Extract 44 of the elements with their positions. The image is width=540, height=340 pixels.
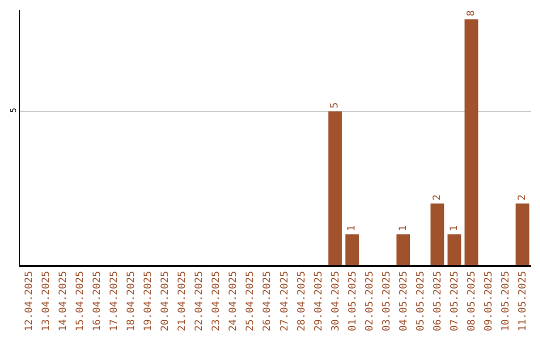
- x-tick-label: 10.05.2025: [500, 271, 512, 332]
- bar: [448, 234, 462, 265]
- x-tick-label: 08.05.2025: [466, 271, 478, 332]
- x-tick-label: 06.05.2025: [432, 271, 444, 332]
- x-tick-label: 09.05.2025: [484, 271, 495, 332]
- data-label: 1: [448, 225, 460, 232]
- x-tick-label: 17.04.2025: [108, 271, 120, 332]
- x-tick-label: 05.05.2025: [416, 271, 427, 332]
- data-label: 2: [432, 194, 443, 201]
- x-tick-label: 13.04.2025: [40, 271, 52, 332]
- x-tick-label: 11.05.2025: [518, 271, 529, 332]
- data-label: 5: [330, 102, 341, 108]
- x-tick-label: 23.04.2025: [211, 271, 222, 332]
- bar: [516, 204, 530, 265]
- x-tick-label: 28.04.2025: [296, 271, 308, 332]
- x-tick-label: 02.05.2025: [364, 271, 376, 332]
- data-label: 8: [466, 10, 477, 16]
- x-tick-label: 04.05.2025: [398, 271, 410, 332]
- x-tick-label: 27.04.2025: [279, 271, 290, 332]
- x-tick-label: 21.04.2025: [177, 271, 188, 332]
- x-tick-label: 16.04.2025: [92, 271, 103, 332]
- bar: [430, 204, 444, 265]
- x-tick-label: 25.04.2025: [245, 271, 256, 332]
- x-tick-label: 01.05.2025: [347, 271, 358, 332]
- bar: [345, 234, 359, 265]
- x-tick-label: 22.04.2025: [194, 271, 206, 332]
- x-tick-label: 03.05.2025: [381, 271, 392, 332]
- bar: [464, 19, 478, 265]
- x-tick-label: 29.04.2025: [313, 271, 324, 332]
- x-tick-label: 20.04.2025: [160, 271, 172, 332]
- x-tick-label: 24.04.2025: [228, 271, 240, 332]
- x-tick-label: 15.04.2025: [74, 271, 86, 332]
- data-label: 2: [516, 194, 528, 201]
- data-label: 1: [398, 225, 409, 232]
- bar: [396, 234, 410, 265]
- bar: [328, 111, 342, 265]
- x-tick-label: 26.04.2025: [262, 271, 274, 332]
- x-tick-label: 12.04.2025: [24, 271, 35, 332]
- x-tick-label: 07.05.2025: [450, 271, 461, 332]
- x-tick-label: 30.04.2025: [330, 271, 342, 332]
- x-tick-label: 19.04.2025: [143, 271, 154, 332]
- x-tick-label: 14.04.2025: [58, 271, 69, 332]
- data-label: 1: [346, 225, 358, 232]
- x-tick-label: 18.04.2025: [126, 271, 137, 332]
